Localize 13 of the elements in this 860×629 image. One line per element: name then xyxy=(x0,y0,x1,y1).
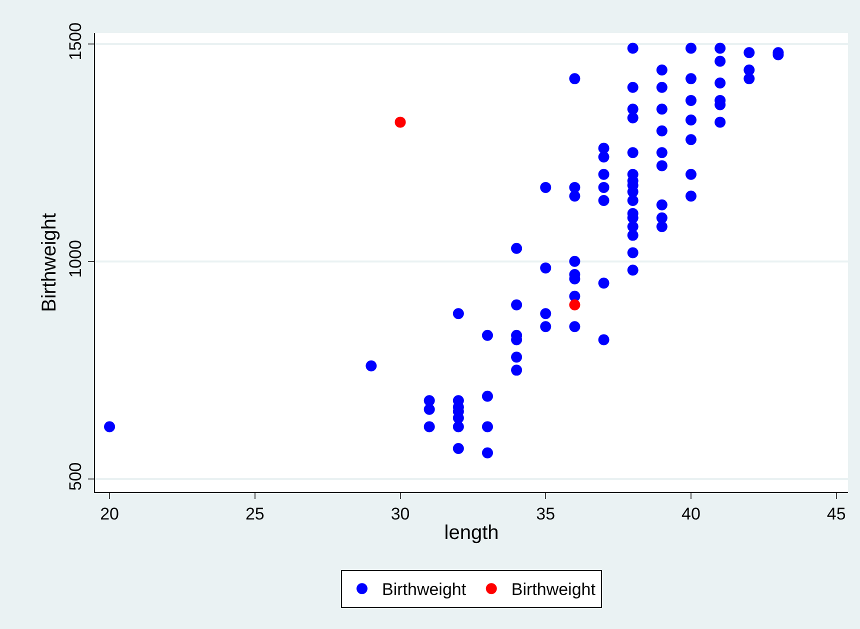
y-tick-label: 500 xyxy=(66,462,86,491)
y-tick-label: 1000 xyxy=(66,240,86,278)
x-tick-label: 40 xyxy=(682,504,700,524)
x-tick-label: 25 xyxy=(245,504,264,524)
x-tick-label: 45 xyxy=(826,504,846,524)
legend-label: Birthweight xyxy=(382,580,466,600)
x-tick-label: 30 xyxy=(390,504,410,524)
legend-label: Birthweight xyxy=(511,580,596,600)
x-axis-title: length xyxy=(444,522,499,544)
y-axis-title: Birthweight xyxy=(38,212,61,312)
x-tick-label: 35 xyxy=(536,504,556,524)
x-tick-label: 20 xyxy=(100,504,119,524)
y-tick-label: 1500 xyxy=(66,22,86,60)
